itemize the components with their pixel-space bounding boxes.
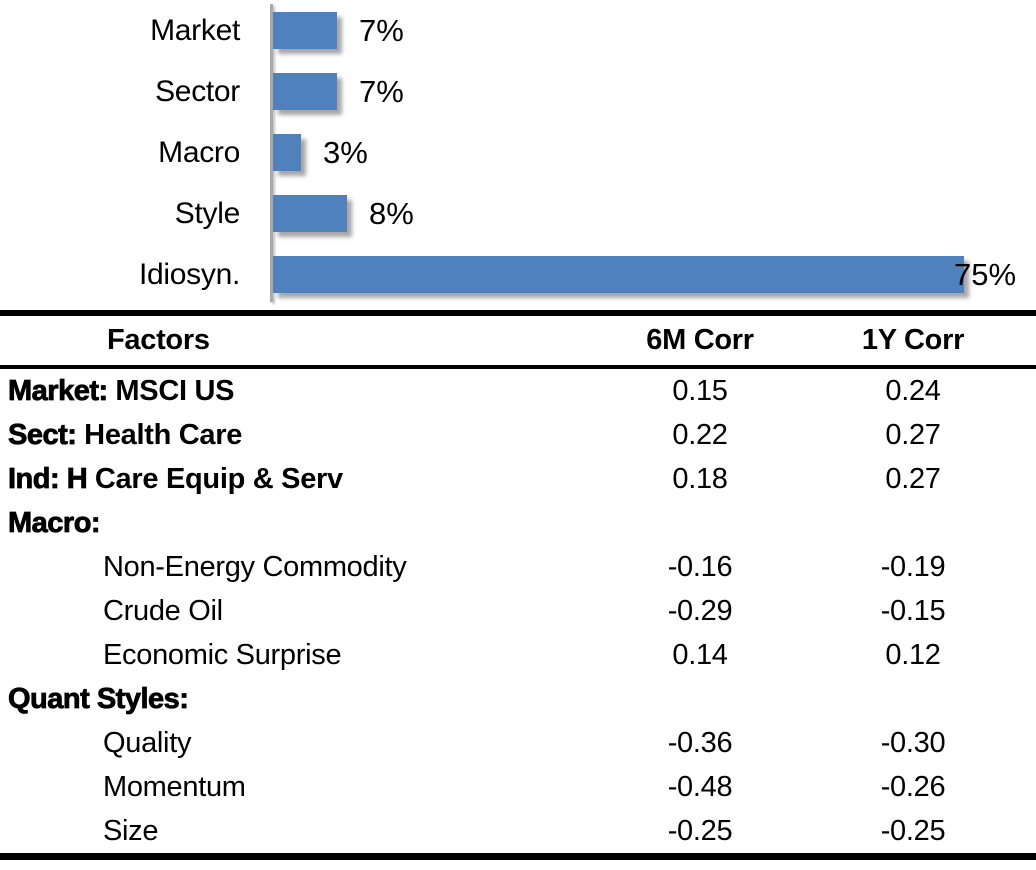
- bar-track: 75%: [273, 256, 1036, 293]
- bar-track: 3%: [273, 134, 1036, 171]
- corr-1y-value: -0.19: [880, 550, 946, 583]
- bar-track: 7%: [273, 12, 1036, 49]
- bar-value-label: 7%: [359, 12, 404, 48]
- corr-6m-value: -0.48: [667, 770, 733, 803]
- bar-track: 7%: [273, 73, 1036, 110]
- chart-row: Market 7%: [0, 0, 1036, 61]
- bar: [273, 256, 964, 293]
- bar-value-label: 75%: [954, 256, 1017, 292]
- bar-value-label: 3%: [323, 134, 368, 170]
- table-row: Size -0.25 -0.25: [0, 809, 1036, 853]
- category-label: Macro: [158, 135, 240, 169]
- category-label: Sector: [155, 74, 240, 108]
- table-row: Non-Energy Commodity -0.16 -0.19: [0, 545, 1036, 589]
- chart-row: Sector 7%: [0, 61, 1036, 122]
- factor-name: Non-Energy Commodity: [103, 550, 407, 583]
- corr-6m-value: -0.29: [667, 594, 733, 627]
- factor-prefix: Market:: [8, 374, 109, 407]
- table-row: Momentum -0.48 -0.26: [0, 765, 1036, 809]
- header-6m-corr: 6M Corr: [646, 324, 754, 356]
- factor-name: Health Care: [76, 418, 243, 451]
- bar: [273, 195, 347, 232]
- factor-cell: Market: MSCI US: [0, 374, 565, 408]
- factor-correlation-table: Factors 6M Corr 1Y Corr Market: MSCI US 0…: [0, 310, 1036, 860]
- bar-value-label: 8%: [369, 195, 414, 231]
- table-top-rule: [0, 310, 1036, 316]
- factor-cell: Ind: H Care Equip & Serv: [0, 462, 565, 496]
- factor-cell: Size: [0, 815, 565, 848]
- category-label: Idiosyn.: [139, 257, 240, 291]
- factor-risk-bar-chart: Market 7% Sector 7% Macro 3% Style 8% Idiosyn. 75…: [0, 0, 1036, 306]
- factor-prefix: Macro:: [8, 506, 101, 539]
- corr-6m-value: -0.36: [667, 726, 733, 759]
- category-label: Style: [174, 196, 241, 230]
- factor-name: Care Equip & Serv: [87, 462, 343, 495]
- corr-1y-value: -0.15: [880, 594, 946, 627]
- factor-name: Momentum: [103, 770, 246, 803]
- corr-6m-value: 0.14: [672, 638, 728, 671]
- factor-cell: Quant Styles:: [0, 682, 565, 716]
- corr-1y-value: 0.27: [885, 418, 941, 451]
- bar: [273, 73, 337, 110]
- corr-1y-value: 0.24: [885, 374, 941, 407]
- factor-cell: Sect: Health Care: [0, 418, 565, 452]
- factor-cell: Crude Oil: [0, 595, 565, 628]
- table-bottom-rule: [0, 853, 1036, 860]
- corr-6m-value: 0.15: [672, 374, 728, 407]
- factor-name: Size: [103, 814, 159, 847]
- corr-6m-value: 0.18: [672, 462, 728, 495]
- category-label: Market: [150, 13, 240, 47]
- factor-cell: Economic Surprise: [0, 639, 565, 672]
- factor-prefix: Ind: H: [8, 462, 88, 495]
- table-header-row: Factors 6M Corr 1Y Corr: [0, 316, 1036, 365]
- bar-value-label: 7%: [359, 73, 404, 109]
- chart-vertical-axis: [270, 4, 273, 302]
- factor-name: Crude Oil: [103, 594, 223, 627]
- corr-1y-value: 0.27: [885, 462, 941, 495]
- bar: [273, 12, 337, 49]
- table-row: Macro:: [0, 501, 1036, 545]
- bar-chart-rows: Market 7% Sector 7% Macro 3% Style 8% Idiosyn. 75…: [0, 0, 1036, 305]
- table-row: Ind: H Care Equip & Serv 0.18 0.27: [0, 457, 1036, 501]
- header-1y-corr: 1Y Corr: [861, 324, 965, 356]
- chart-row: Macro 3%: [0, 122, 1036, 183]
- header-factors: Factors: [107, 324, 210, 356]
- factor-cell: Momentum: [0, 771, 565, 804]
- table-row: Sect: Health Care 0.22 0.27: [0, 413, 1036, 457]
- factor-name: Quality: [103, 726, 192, 759]
- corr-6m-value: -0.16: [667, 550, 733, 583]
- corr-1y-value: -0.30: [880, 726, 946, 759]
- table-row: Quality -0.36 -0.30: [0, 721, 1036, 765]
- factor-prefix: Quant Styles:: [8, 682, 190, 715]
- table-row: Market: MSCI US 0.15 0.24: [0, 369, 1036, 413]
- table-row: Economic Surprise 0.14 0.12: [0, 633, 1036, 677]
- corr-6m-value: 0.22: [672, 418, 728, 451]
- bar: [273, 134, 301, 171]
- chart-row: Style 8%: [0, 183, 1036, 244]
- factor-prefix: Sect:: [8, 418, 78, 451]
- factor-name: Economic Surprise: [103, 638, 342, 671]
- corr-6m-value: -0.25: [667, 814, 733, 847]
- corr-1y-value: -0.26: [880, 770, 946, 803]
- chart-row: Idiosyn. 75%: [0, 244, 1036, 305]
- bar-track: 8%: [273, 195, 1036, 232]
- factor-cell: Quality: [0, 727, 565, 760]
- table-body: Market: MSCI US 0.15 0.24 Sect: Health Care…: [0, 369, 1036, 853]
- corr-1y-value: -0.25: [880, 814, 946, 847]
- table-row: Quant Styles:: [0, 677, 1036, 721]
- factor-name: MSCI US: [107, 374, 235, 407]
- factor-cell: Non-Energy Commodity: [0, 551, 565, 584]
- corr-1y-value: 0.12: [885, 638, 941, 671]
- table-header-rule: [0, 365, 1036, 369]
- table-row: Crude Oil -0.29 -0.15: [0, 589, 1036, 633]
- factor-cell: Macro:: [0, 506, 565, 540]
